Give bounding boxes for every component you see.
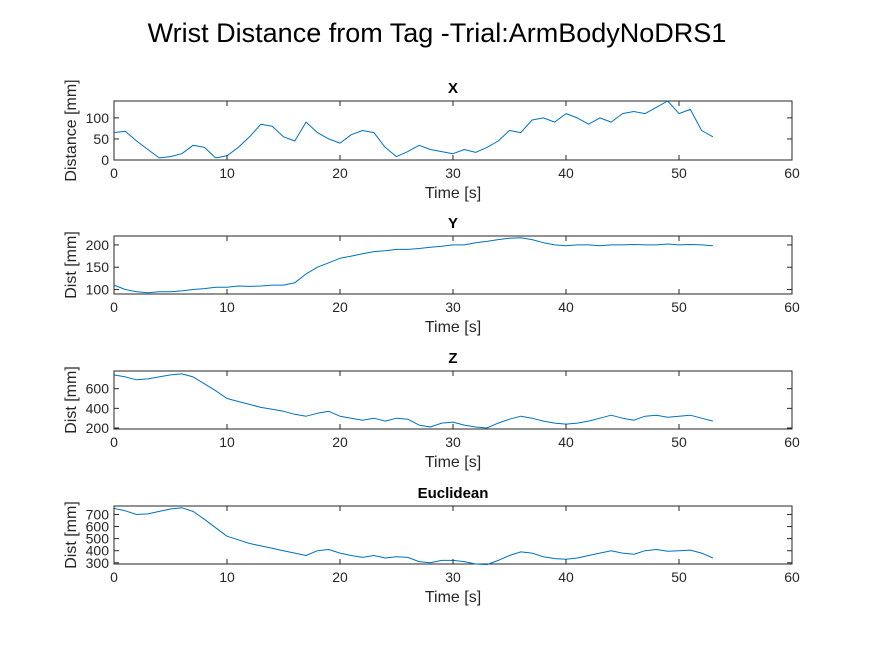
subplot-title-y: Y [448,215,458,232]
x-tick-label: 30 [445,434,461,450]
figure-title: Wrist Distance from Tag -Trial:ArmBodyNo… [148,18,727,48]
subplot-title-euclidean: Euclidean [418,485,489,502]
x-tick-label: 60 [784,434,800,450]
x-axis-label-z: Time [s] [425,454,481,471]
x-tick-label: 40 [558,434,574,450]
x-tick-label: 50 [671,299,687,315]
x-tick-label: 20 [332,569,348,585]
x-tick-label: 20 [332,434,348,450]
x-tick-label: 50 [671,165,687,181]
y-tick-label: 200 [86,237,110,253]
x-tick-label: 10 [219,569,235,585]
x-axis-label-euclidean: Time [s] [425,589,481,606]
subplot-title-z: Z [448,350,457,367]
x-tick-label: 0 [110,165,118,181]
x-tick-label: 30 [445,165,461,181]
y-axis-label-z: Dist [mm] [63,366,80,434]
y-tick-label: 200 [86,420,110,436]
series-line-x [113,100,714,159]
x-tick-label: 50 [671,434,687,450]
x-tick-label: 60 [784,299,800,315]
x-tick-label: 10 [219,299,235,315]
x-tick-label: 40 [558,569,574,585]
y-tick-label: 400 [86,400,110,416]
y-tick-label: 600 [86,381,110,397]
y-tick-label: 300 [86,555,110,571]
x-tick-label: 0 [110,299,118,315]
subplot-x: 0 10 20 30 40 50 60 0 50 100 X Time [s] Distance [mm… [63,79,800,202]
x-tick-label: 60 [784,569,800,585]
subplot-title-x: X [448,80,458,97]
axes-box-z [113,370,793,430]
series-line-euclidean [113,507,714,566]
x-tick-label: 10 [219,165,235,181]
subplot-z: 0 10 20 30 40 50 60 200 400 600 Z Time [s] Dist [mm] [63,350,800,471]
y-tick-label: 100 [86,282,110,298]
x-tick-label: 30 [445,299,461,315]
series-line-z [113,373,714,429]
y-tick-label: 700 [86,506,110,522]
x-tick-label: 0 [110,569,118,585]
axes-box-y [113,235,793,295]
y-tick-label: 600 [86,519,110,535]
y-tick-label: 50 [93,131,109,147]
y-tick-label: 500 [86,531,110,547]
x-tick-label: 0 [110,434,118,450]
y-axis-label-euclidean: Dist [mm] [63,501,80,569]
x-tick-label: 30 [445,569,461,585]
x-tick-label: 20 [332,299,348,315]
axes-box-euclidean [113,505,793,565]
y-axis-label-y: Dist [mm] [63,231,80,299]
x-tick-label: 50 [671,569,687,585]
y-tick-label: 150 [86,259,110,275]
series-line-y [113,237,713,294]
axes-box-x [113,100,793,161]
y-axis-label-x: Distance [mm] [63,79,80,181]
x-axis-label-y: Time [s] [425,319,481,336]
x-tick-label: 10 [219,434,235,450]
y-tick-label: 0 [101,152,109,168]
x-tick-label: 40 [558,165,574,181]
subplot-y: 0 10 20 30 40 50 60 100 150 200 Y Time [s] Dist [mm] [63,215,800,336]
y-tick-label: 400 [86,543,110,559]
x-tick-label: 40 [558,299,574,315]
x-tick-label: 60 [784,165,800,181]
x-tick-label: 20 [332,165,348,181]
y-tick-label: 100 [86,110,110,126]
x-axis-label-x: Time [s] [425,185,481,202]
